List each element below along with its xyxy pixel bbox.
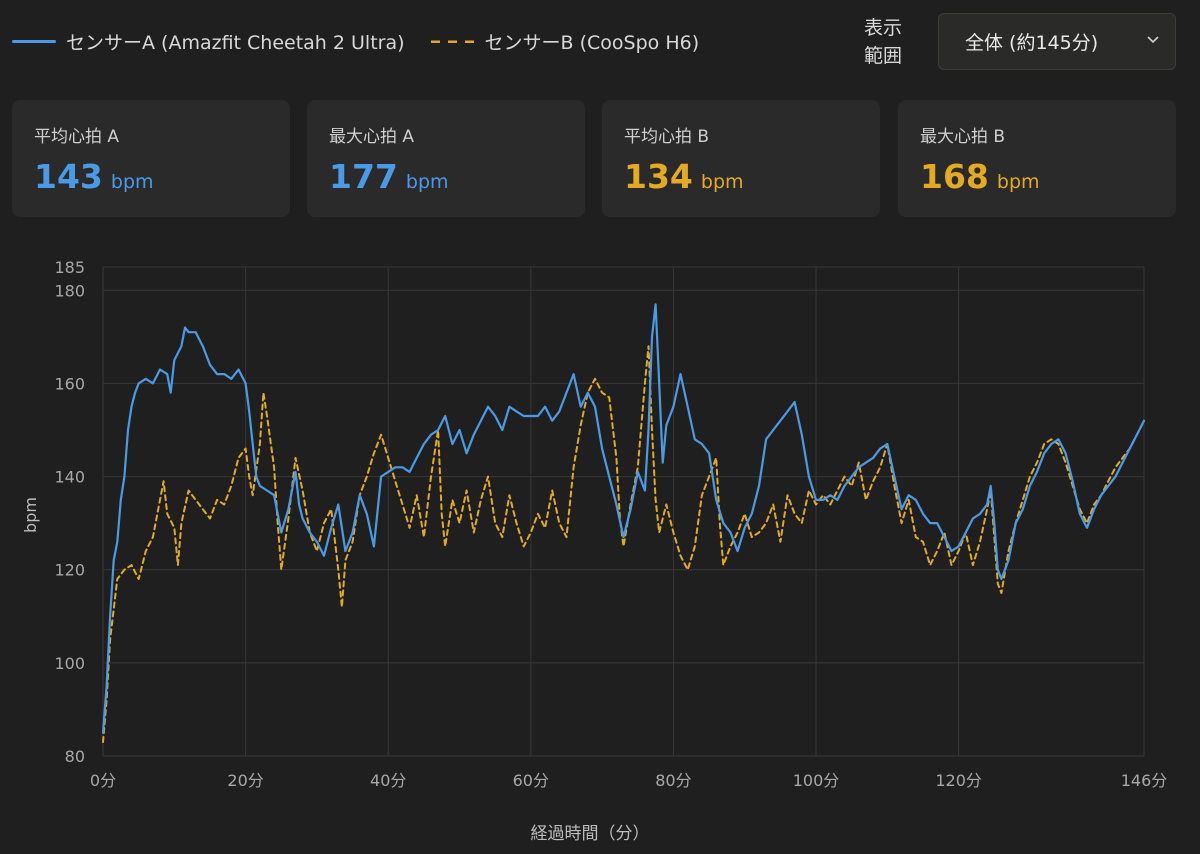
y-tick-label: 160 <box>54 374 85 393</box>
range-label: 表示 範囲 <box>864 14 902 70</box>
y-tick-label: 185 <box>54 258 85 277</box>
stat-card-avg-a: 平均心拍 A 143 bpm <box>12 100 290 217</box>
y-tick-label: 180 <box>54 281 85 300</box>
x-axis-label: 経過時間（分） <box>531 824 650 844</box>
y-tick-label: 100 <box>54 654 85 673</box>
range-select[interactable]: 全体 (約145分) <box>938 13 1176 70</box>
chart-legend: センサーA (Amazfit Cheetah 2 Ultra) センサーB (C… <box>12 28 699 55</box>
y-axis-label: bpm <box>21 497 40 533</box>
series-line-sensor-a <box>101 303 1146 734</box>
range-label-line1: 表示 <box>864 17 903 39</box>
stat-value: 177 <box>329 157 398 196</box>
stat-card-max-b: 最大心拍 B 168 bpm <box>898 100 1176 217</box>
x-tick-label: 120分 <box>935 771 982 790</box>
range-label-line2: 範囲 <box>864 45 903 67</box>
x-tick-label: 100分 <box>793 771 840 790</box>
x-tick-label: 146分 <box>1121 771 1168 790</box>
stat-label: 最大心拍 A <box>329 127 415 147</box>
chart-series <box>101 303 1146 743</box>
x-tick-label: 0分 <box>90 771 116 790</box>
x-tick-label: 20分 <box>227 771 263 790</box>
range-select-value: 全体 (約145分) <box>965 32 1099 54</box>
chart-ticks: 80 100 120 140 160 180 185 0分 20分 40分 60分 80分 100分 12… <box>54 258 1167 790</box>
stat-value: 134 <box>624 157 693 196</box>
stat-value: 168 <box>920 157 989 196</box>
stat-label: 平均心拍 B <box>624 127 710 147</box>
stat-unit: bpm <box>405 171 449 193</box>
stat-label: 最大心拍 B <box>920 127 1006 147</box>
y-tick-label: 80 <box>65 747 85 766</box>
x-tick-label: 60分 <box>513 771 549 790</box>
legend-label-sensor-b: センサーB (CooSpo H6) <box>484 32 700 54</box>
y-tick-label: 120 <box>54 561 85 580</box>
x-tick-label: 80分 <box>655 771 691 790</box>
y-tick-label: 140 <box>54 468 85 487</box>
stat-unit: bpm <box>110 171 154 193</box>
stat-unit: bpm <box>996 171 1040 193</box>
stat-card-avg-b: 平均心拍 B 134 bpm <box>602 100 880 217</box>
legend-item-sensor-a[interactable]: センサーA (Amazfit Cheetah 2 Ultra) <box>12 28 405 55</box>
legend-item-sensor-b[interactable]: センサーB (CooSpo H6) <box>430 28 700 55</box>
stat-value: 143 <box>34 157 103 196</box>
legend-label-sensor-a: センサーA (Amazfit Cheetah 2 Ultra) <box>66 32 405 54</box>
stat-unit: bpm <box>700 171 744 193</box>
chevron-down-icon <box>1147 36 1159 44</box>
stat-label: 平均心拍 A <box>34 127 120 147</box>
series-line-sensor-b <box>102 345 1145 743</box>
stat-card-max-a: 最大心拍 A 177 bpm <box>307 100 585 217</box>
heart-rate-chart: 80 100 120 140 160 180 185 0分 20分 40分 60分 80分 100分 12… <box>21 258 1167 844</box>
chart-grid <box>102 266 1145 757</box>
legend-swatch-dashed <box>430 40 475 43</box>
legend-swatch-solid <box>12 40 56 43</box>
x-tick-label: 40分 <box>370 771 406 790</box>
